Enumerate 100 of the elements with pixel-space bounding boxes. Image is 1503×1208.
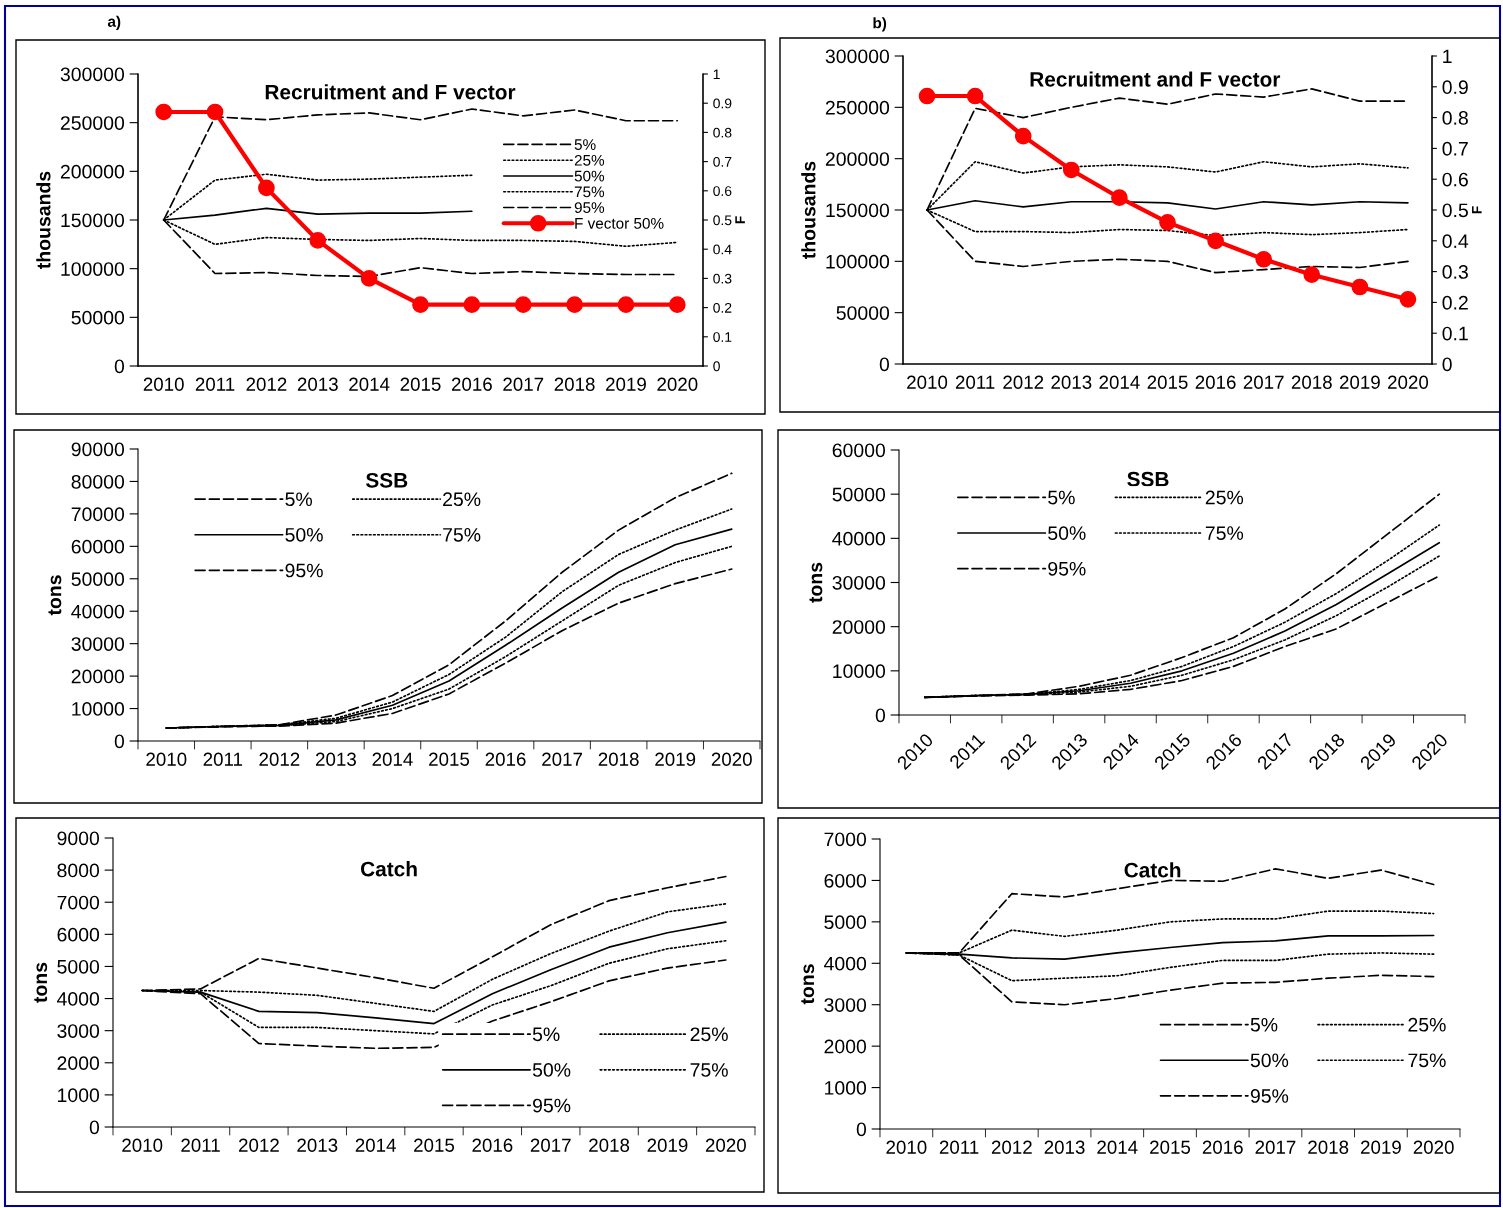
- legend-label: 50%: [1250, 1053, 1289, 1068]
- y-axis-title: tons: [48, 575, 62, 616]
- x-tick-label: 2018: [1308, 1140, 1349, 1154]
- x-tick-label: 2014: [372, 752, 413, 766]
- legend-label: 5%: [1048, 490, 1075, 505]
- y-tick-label: 1000: [58, 1088, 100, 1103]
- y2-tick-label: 0.2: [1442, 295, 1468, 310]
- y-tick-label: 50000: [71, 572, 125, 587]
- x-tick-label: 2015: [400, 377, 441, 391]
- y2-tick-label: 0.1: [1442, 326, 1468, 341]
- legend-label: 50%: [285, 527, 323, 542]
- x-tick-label: 2020: [1388, 375, 1429, 389]
- legend-label: 25%: [574, 154, 605, 166]
- legend-label: 50%: [532, 1063, 571, 1077]
- y-tick-label: 150000: [826, 203, 890, 218]
- x-tick-label: 2018: [1291, 375, 1332, 389]
- text: Recruitment and F vector: [1030, 71, 1281, 87]
- legend-label: 95%: [1048, 561, 1086, 576]
- y-axis-title: thousands: [801, 161, 816, 259]
- legend-label: 25%: [1205, 490, 1244, 505]
- y-tick-label: 50000: [71, 310, 125, 325]
- y2-tick-label: 0.9: [1442, 80, 1468, 95]
- x-tick-label: 2015: [429, 752, 470, 766]
- x-tick-label: 2019: [606, 377, 646, 391]
- y-tick-label: 300000: [825, 49, 890, 64]
- y2-tick-label: 0.8: [1442, 111, 1468, 125]
- y-tick-label: 60000: [71, 539, 125, 554]
- x-tick-label: 2013: [1044, 1140, 1085, 1154]
- x-tick-label: 2012: [259, 752, 300, 766]
- legend-label: 75%: [1205, 526, 1244, 541]
- y-tick-label: 40000: [71, 604, 125, 619]
- legend-label: 25%: [690, 1027, 728, 1042]
- x-tick-label: 2014: [355, 1138, 396, 1152]
- y-tick-label: 9000: [57, 831, 100, 846]
- y2-tick-label: 0.7: [713, 156, 732, 167]
- y-tick-label: 4000: [57, 992, 100, 1006]
- y-tick-label: 50000: [832, 487, 886, 502]
- y-axis-title: thousands: [36, 171, 51, 269]
- x-tick-label: 2012: [246, 377, 287, 391]
- y-tick-label: 10000: [72, 702, 125, 716]
- y-tick-label: 30000: [832, 575, 886, 590]
- x-tick-label: 2011: [955, 375, 995, 389]
- legend-label: 75%: [690, 1063, 728, 1077]
- y2-tick-label: 1: [1443, 49, 1452, 64]
- y2-tick-label: 0.4: [1442, 234, 1469, 249]
- legend-label: 75%: [1408, 1053, 1446, 1068]
- y-tick-label: 100000: [826, 254, 890, 269]
- x-tick-label: 2013: [297, 1138, 338, 1152]
- x-tick-label: 2012: [991, 1140, 1032, 1154]
- x-tick-label: 2017: [530, 1138, 571, 1152]
- text: SSB: [1127, 471, 1169, 487]
- y-tick-label: 300000: [60, 67, 125, 82]
- x-tick-label: 2015: [414, 1138, 455, 1152]
- y2-tick-label: 0.6: [1442, 172, 1468, 187]
- x-tick-label: 2017: [1243, 375, 1284, 389]
- y-tick-label: 250000: [825, 100, 890, 115]
- legend-label: 95%: [1250, 1089, 1289, 1103]
- chart-title: Recruitment and F vector: [265, 84, 516, 100]
- x-tick-label: 2020: [657, 377, 698, 391]
- text: a): [107, 15, 121, 30]
- text: b): [873, 17, 887, 32]
- x-tick-label: 2014: [349, 377, 390, 391]
- x-tick-label: 2017: [503, 377, 544, 391]
- y-axis-title: tons: [34, 962, 48, 1003]
- x-tick-label: 2018: [554, 377, 595, 391]
- text: SSB: [365, 472, 408, 488]
- x-tick-label: 2010: [886, 1140, 927, 1154]
- y2-axis-title: F: [735, 216, 745, 224]
- y2-tick-label: 0.6: [713, 186, 732, 196]
- x-tick-label: 2016: [1195, 375, 1236, 389]
- y2-tick-label: 0.3: [1442, 265, 1468, 279]
- x-tick-label: 2020: [705, 1138, 746, 1152]
- x-tick-label: 2019: [647, 1138, 688, 1152]
- legend-label: 95%: [574, 202, 605, 214]
- x-tick-label: 2014: [1097, 1140, 1138, 1154]
- x-tick-label: 2018: [598, 752, 639, 766]
- y-tick-label: 6000: [824, 873, 867, 888]
- y2-tick-label: 0: [713, 361, 720, 372]
- y-tick-label: 50000: [836, 306, 890, 320]
- y-tick-label: 8000: [57, 863, 100, 878]
- x-tick-label: 2020: [711, 752, 752, 766]
- x-tick-label: 2010: [146, 752, 187, 766]
- x-tick-label: 2019: [655, 752, 696, 766]
- y-tick-label: 3000: [824, 998, 867, 1012]
- y2-tick-label: 0.7: [1442, 141, 1468, 156]
- x-tick-label: 2010: [907, 375, 948, 389]
- y-tick-label: 100000: [61, 262, 125, 276]
- text: Catch: [1124, 862, 1181, 878]
- x-tick-label: 2014: [1099, 375, 1140, 389]
- y-tick-label: 0: [875, 708, 886, 723]
- y-tick-label: 200000: [825, 152, 890, 166]
- y-tick-label: 20000: [832, 620, 886, 634]
- legend-label: 25%: [1408, 1017, 1446, 1032]
- x-tick-label: 2013: [297, 377, 338, 391]
- y2-tick-label: 0: [1442, 357, 1452, 372]
- x-tick-label: 2019: [1339, 375, 1380, 389]
- y-tick-label: 5000: [824, 915, 867, 930]
- y-tick-label: 2000: [824, 1039, 867, 1054]
- x-tick-label: 2020: [1413, 1140, 1454, 1154]
- x-tick-label: 2016: [472, 1138, 513, 1152]
